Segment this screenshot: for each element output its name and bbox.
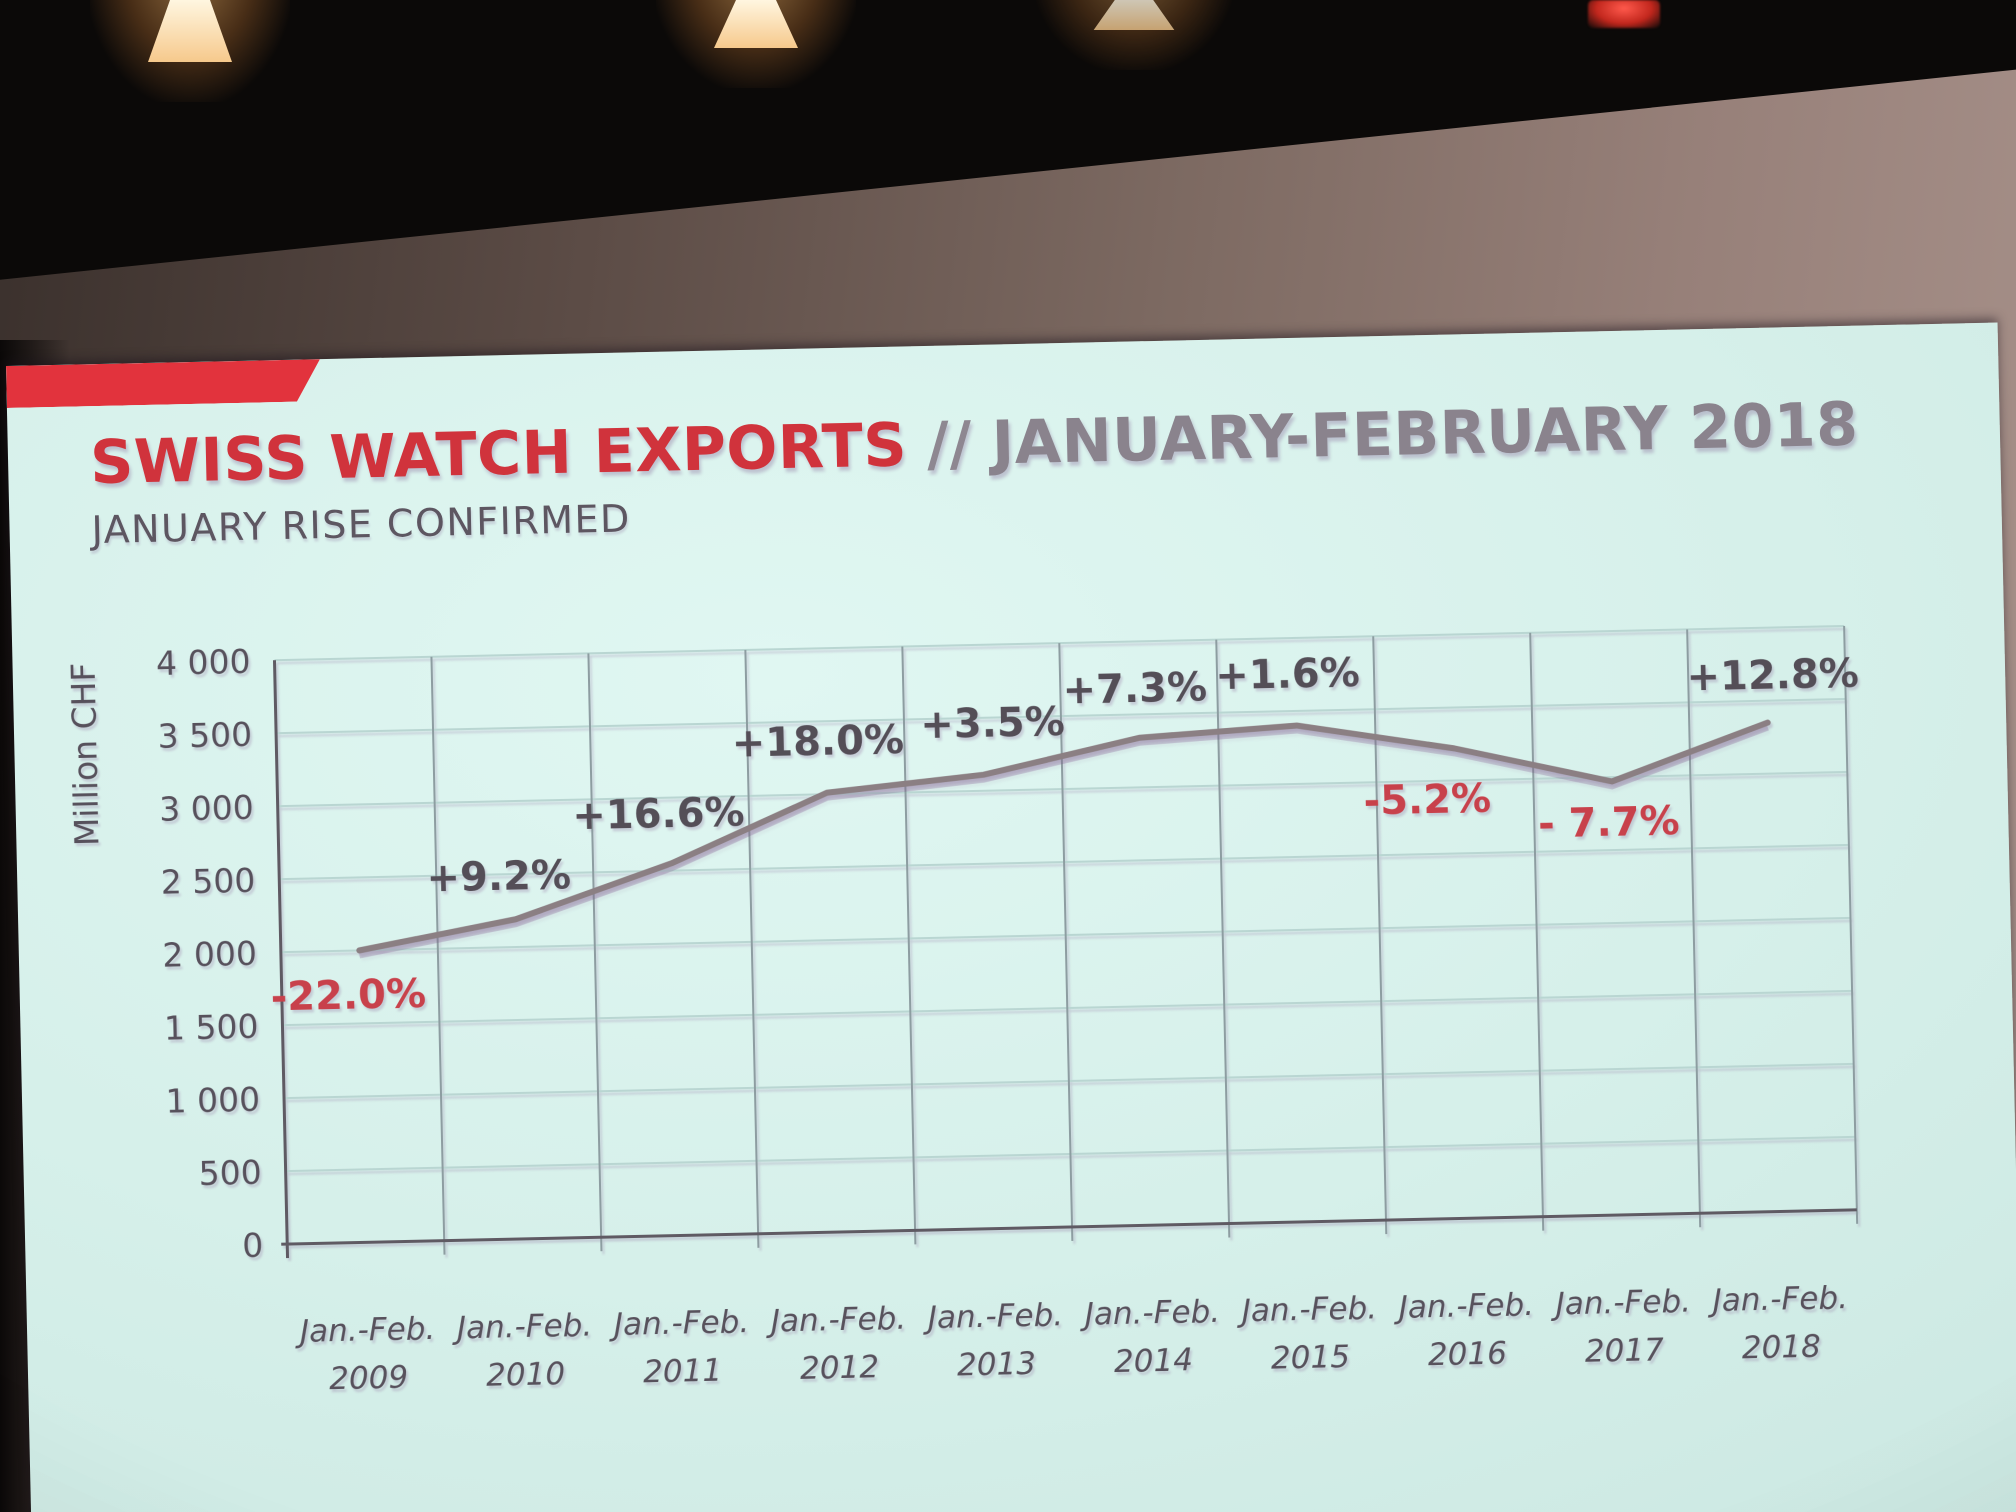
gridline-vertical (1529, 632, 1545, 1231)
chart-ink: -22.0% +9.2%+16.6% +18.0% +3.5%+7.3% +1.6% -5… (63, 624, 1859, 1397)
x-axis-line (281, 1208, 1857, 1246)
x-tick-label-year: 2016 (1428, 1335, 1508, 1373)
x-tick-label-period: Jan.-Feb. (1706, 1280, 1848, 1319)
x-tick-label-period: Jan.-Feb. (1078, 1294, 1220, 1333)
gridline-vertical (1058, 643, 1074, 1241)
y-axis-line (272, 660, 290, 1259)
gridline-vertical (430, 656, 446, 1255)
percent-label: -22.0% (270, 971, 426, 1020)
gridline-vertical (744, 649, 760, 1248)
x-tick-label-period: Jan.-Feb. (921, 1297, 1063, 1336)
data-line (356, 719, 1771, 954)
x-tick-label-year: 2017 (1585, 1332, 1665, 1370)
y-tick-label: 2 000 (162, 934, 257, 975)
x-tick-label-period: Jan.-Feb. (1235, 1290, 1377, 1329)
gridline-vertical (1215, 639, 1231, 1238)
x-tick-label-year: 2013 (957, 1346, 1037, 1384)
x-tick-label-year: 2014 (1114, 1342, 1194, 1380)
y-tick-label: 1 500 (164, 1007, 259, 1048)
x-tick-label-period: Jan.-Feb. (1549, 1283, 1691, 1322)
gridline-vertical (587, 653, 603, 1252)
percent-label: +3.5% (920, 699, 1065, 748)
x-tick-label-year: 2012 (800, 1349, 880, 1387)
percent-label: +1.6% (1215, 650, 1360, 699)
ceiling (0, 0, 2016, 286)
gridline-vertical (901, 646, 917, 1245)
x-tick-label-year: 2018 (1741, 1329, 1821, 1367)
gridline-vertical (1686, 629, 1702, 1228)
x-tick-label-period: Jan.-Feb. (765, 1301, 907, 1340)
presentation-slide: SWISS WATCH EXPORTS//JANUARY-FEBRUARY 20… (6, 322, 2016, 1512)
gridline-vertical (1372, 636, 1388, 1235)
y-tick-label: 3 500 (157, 715, 252, 756)
data-line-shadow (358, 724, 1769, 959)
percent-label: -5.2% (1363, 776, 1492, 825)
percent-label: +9.2% (426, 852, 571, 901)
percent-label: +18.0% (731, 717, 904, 767)
percent-label: +12.8% (1686, 651, 1859, 701)
y-tick-label: 1 000 (165, 1080, 260, 1121)
x-tick-label-period: Jan.-Feb. (1392, 1287, 1534, 1326)
x-tick-label-year: 2009 (329, 1359, 409, 1397)
percent-label: +7.3% (1062, 664, 1207, 713)
red-ceiling-light-icon (1588, 0, 1660, 28)
exports-line-chart: -22.0% +9.2%+16.6% +18.0% +3.5%+7.3% +1.6% -5… (63, 624, 1859, 1397)
x-tick-label-year: 2010 (486, 1356, 566, 1394)
percent-label: +16.6% (572, 790, 745, 840)
y-tick-label: 0 (242, 1226, 264, 1265)
y-tick-label: 2 500 (160, 861, 255, 902)
gridline-vertical (1843, 625, 1859, 1224)
y-tick-label: 3 000 (159, 788, 254, 829)
y-tick-label: 4 000 (156, 642, 251, 683)
x-tick-label-period: Jan.-Feb. (451, 1307, 593, 1346)
x-tick-label-period: Jan.-Feb. (294, 1311, 436, 1350)
y-axis-title: Million CHF (63, 662, 106, 846)
percent-label: - 7.7% (1538, 798, 1680, 847)
y-tick-label: 500 (198, 1153, 262, 1193)
x-tick-label-year: 2011 (643, 1353, 723, 1391)
x-tick-label-period: Jan.-Feb. (608, 1304, 750, 1343)
x-tick-label-year: 2015 (1271, 1339, 1351, 1377)
